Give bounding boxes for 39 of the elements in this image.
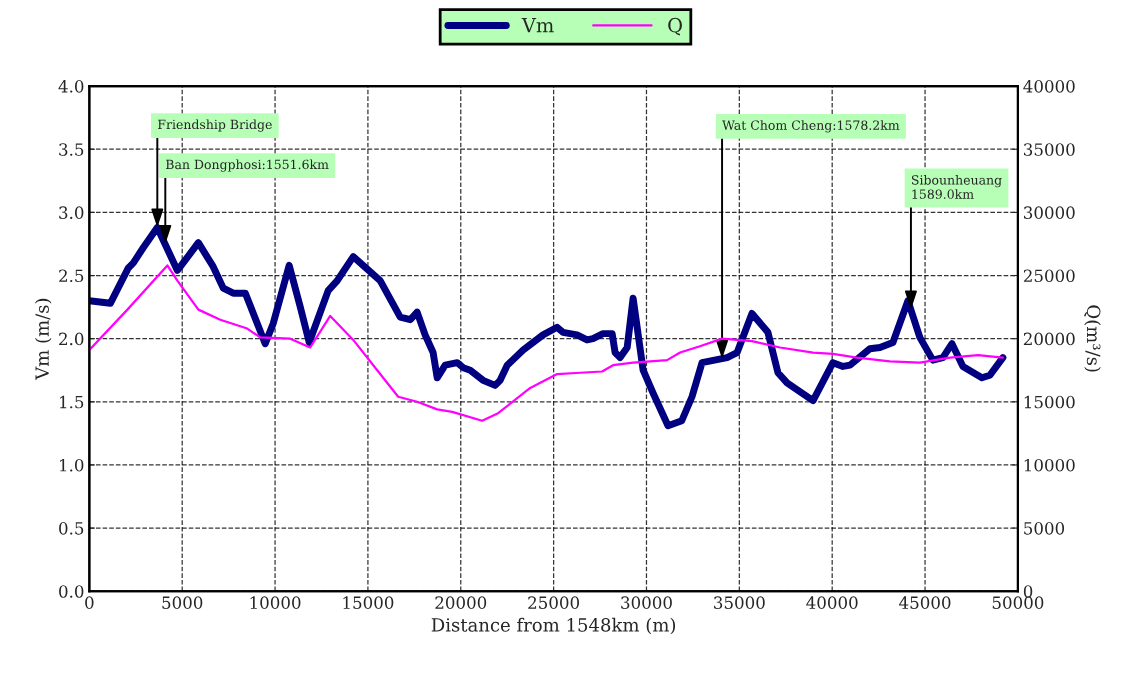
y-axis-title: Vm (m/s) (34, 298, 52, 381)
x-tick-label: 35000 (714, 596, 765, 609)
x-tick-label: 5000 (162, 596, 203, 609)
y2-tick-label: 35000 (1024, 143, 1075, 156)
y-tick-label: 2.0 (59, 332, 84, 346)
y2-tick-label: 20000 (1023, 332, 1075, 346)
x-tick-label: 50000 (992, 596, 1044, 609)
y2-tick-label: 25000 (1023, 269, 1075, 283)
annotation: Sibounheuang 1589.0km (911, 175, 1002, 199)
y-tick-label: 2.5 (59, 269, 84, 283)
legend-label: Vm (521, 18, 554, 33)
x-tick-label: 25000 (528, 596, 580, 609)
y2-tick-label: 5000 (1024, 522, 1065, 535)
x-tick-label: 20000 (435, 596, 487, 609)
y-tick-label: 1.5 (60, 395, 84, 409)
line-series (89, 264, 1004, 422)
x-axis-title: Distance from 1548km (m) (431, 617, 676, 635)
annotation: Friendship Bridge (158, 119, 272, 132)
y2-tick-label: 15000 (1024, 395, 1075, 409)
y-tick-label: 1.0 (60, 458, 84, 472)
annotation: Ban Dongphosi:1551.6km (165, 159, 329, 172)
y-tick-label: 4.0 (58, 80, 84, 93)
x-tick-label: 30000 (621, 596, 672, 609)
y-tick-label: 3.0 (59, 206, 84, 219)
y-tick-label: 3.5 (59, 143, 84, 156)
y2-axis-title: Q(m³/s) (1084, 305, 1101, 372)
y2-tick-label: 40000 (1023, 80, 1075, 93)
x-tick-label: 15000 (343, 596, 394, 609)
legend-label: Q (668, 17, 682, 36)
x-tick-label: 45000 (899, 596, 951, 609)
x-tick-label: 40000 (806, 596, 858, 609)
y2-tick-label: 30000 (1024, 206, 1075, 219)
x-tick-label: 0 (85, 596, 94, 609)
y2-tick-label: 10000 (1024, 458, 1075, 472)
y-tick-label: 0.5 (59, 522, 84, 535)
y-tick-label: 0.0 (59, 585, 84, 598)
y2-tick-label: 0 (1023, 585, 1033, 598)
x-tick-label: 10000 (250, 596, 301, 609)
annotation: Wat Chom Cheng:1578.2km (722, 120, 900, 133)
